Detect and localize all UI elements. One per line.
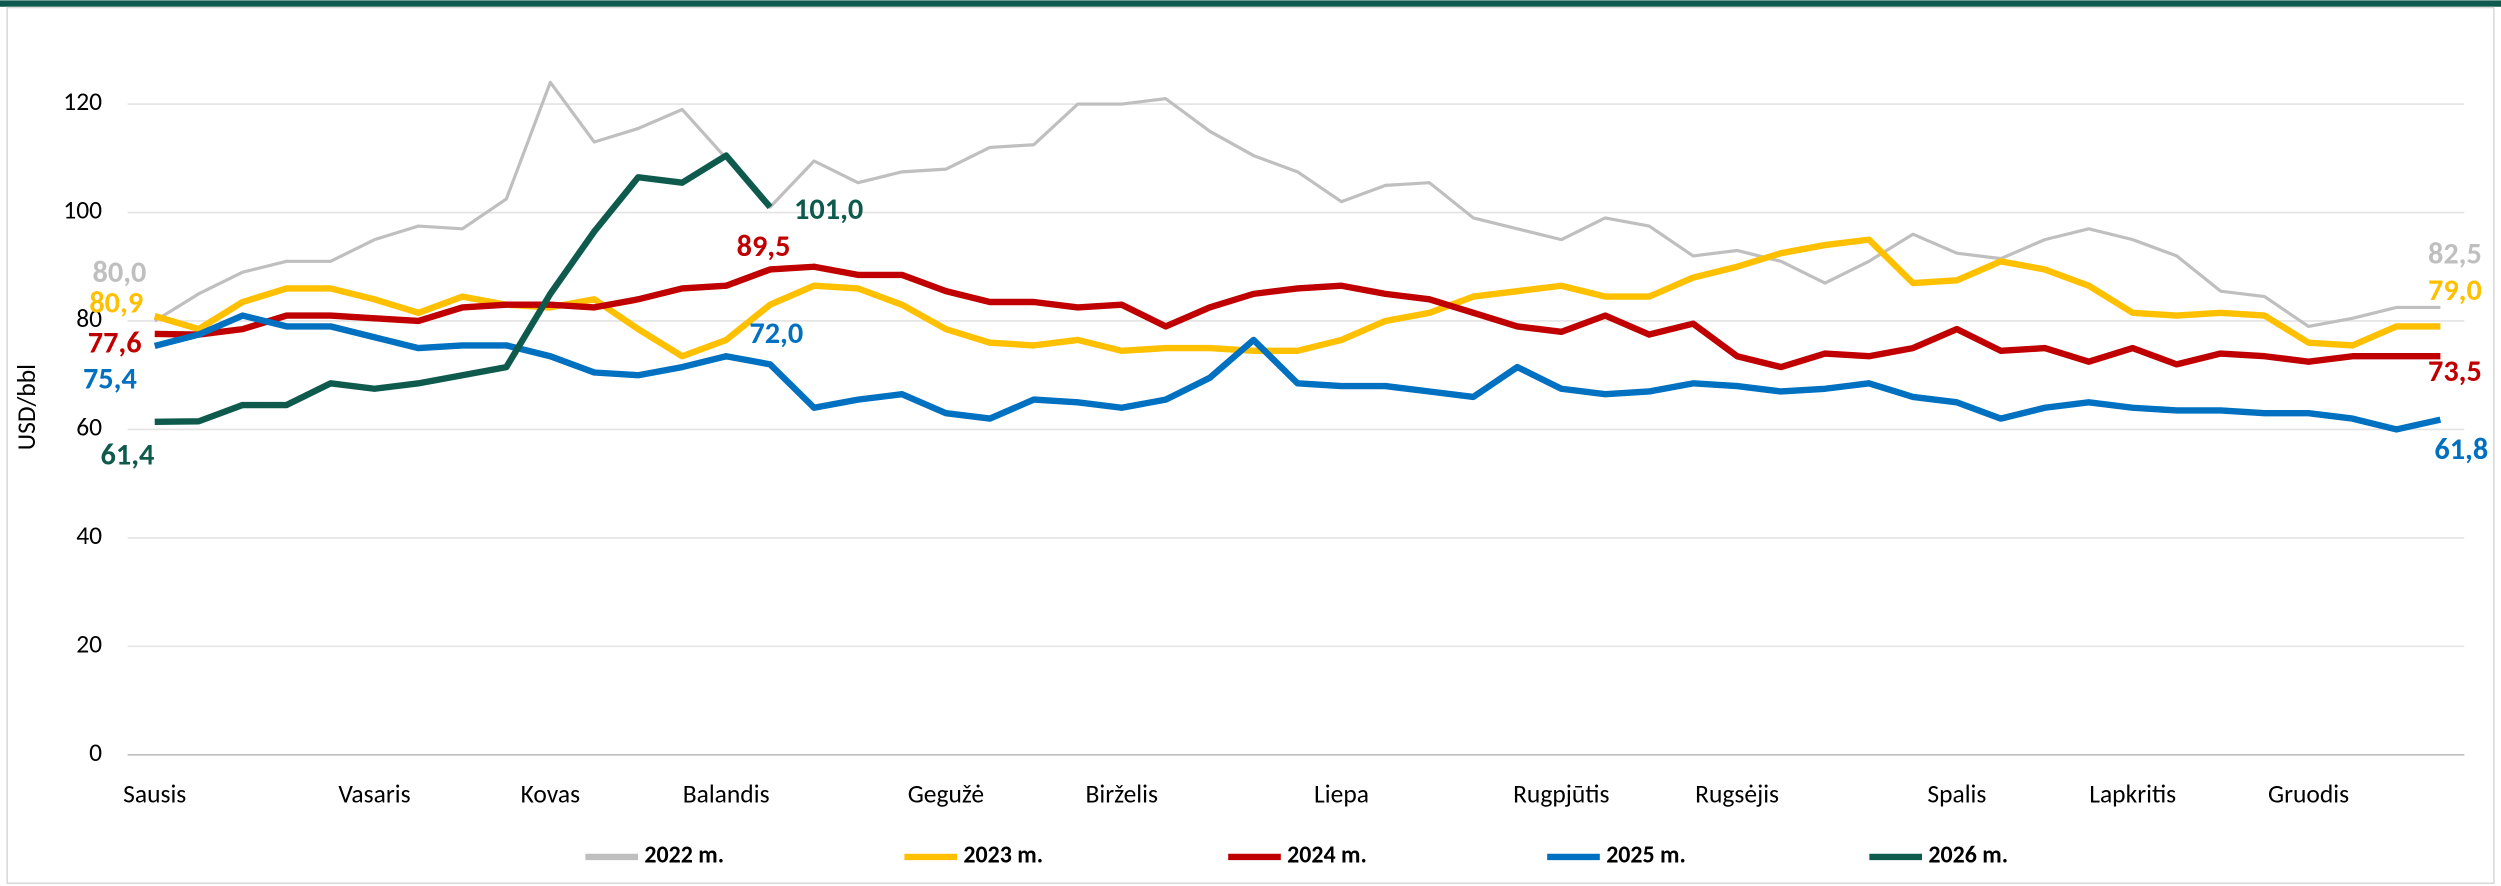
frame	[6, 6, 2495, 885]
y-tick-label: 60	[76, 412, 102, 443]
x-tick-label: Kovas	[521, 778, 581, 809]
y-tick-label: 80	[76, 303, 102, 334]
data-label: 80,0	[93, 254, 147, 291]
data-label: 61,4	[100, 436, 154, 473]
data-label: 80,9	[89, 284, 143, 321]
x-tick-label: Rugpjūtis	[1513, 778, 1609, 809]
data-label: 101,0	[794, 191, 863, 228]
y-axis-label: USD/bbl	[11, 364, 42, 450]
x-tick-label: Gegužė	[908, 778, 984, 809]
data-label: 79,0	[2428, 272, 2482, 309]
data-label: 75,4	[83, 360, 137, 397]
legend-label: 2025 m.	[1606, 841, 1686, 870]
x-tick-label: Birželis	[1085, 778, 1158, 809]
x-tick-label: Rugsėjis	[1695, 778, 1779, 809]
legend-label: 2022 m.	[644, 841, 724, 870]
x-tick-label: Vasaris	[338, 778, 410, 809]
legend-label: 2023 m.	[963, 841, 1043, 870]
x-tick-label: Spalis	[1927, 778, 1986, 809]
x-tick-label: Liepa	[1314, 778, 1369, 809]
x-tick-label: Gruodis	[2268, 778, 2349, 809]
data-label: 77,6	[88, 325, 142, 362]
y-tick-label: 0	[89, 737, 102, 768]
series-line	[153, 80, 2441, 328]
data-label: 73,5	[2428, 353, 2482, 390]
series-line	[154, 152, 773, 426]
series-line	[153, 312, 2442, 433]
top-bar	[0, 0, 2501, 7]
data-label: 89,5	[737, 228, 791, 265]
x-tick-label: Sausis	[123, 778, 186, 809]
data-label: 82,5	[2428, 236, 2482, 273]
series-line	[153, 236, 2441, 360]
x-tick-label: Lapkritis	[2089, 778, 2176, 809]
y-tick-label: 120	[63, 86, 102, 117]
y-tick-label: 40	[76, 520, 102, 551]
legend-label: 2026 m.	[1928, 841, 2008, 870]
y-tick-label: 20	[76, 628, 102, 659]
legend-label: 2024 m.	[1287, 841, 1367, 870]
data-label: 72,0	[749, 315, 803, 352]
data-label: 61,8	[2434, 431, 2488, 468]
series-line	[154, 263, 2441, 371]
x-tick-label: Balandis	[683, 778, 770, 809]
y-tick-label: 100	[63, 195, 102, 226]
